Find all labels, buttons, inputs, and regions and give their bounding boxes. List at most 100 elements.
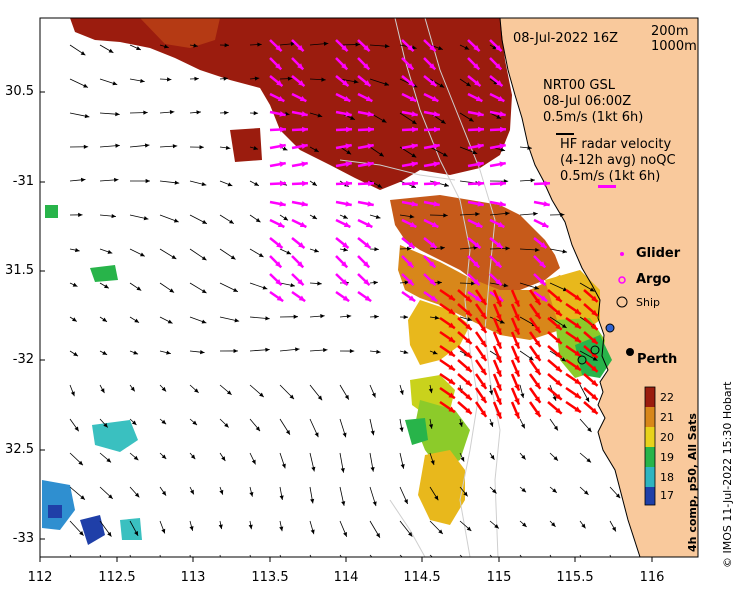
current-arrow-head <box>444 182 449 187</box>
x-tick-label: 113 <box>180 570 206 585</box>
current-arrow-head <box>80 177 86 182</box>
current-arrow-head <box>555 309 562 316</box>
current-arrow-head <box>279 111 286 117</box>
current-arrow-head <box>194 76 199 81</box>
current-arrow-head <box>480 368 487 375</box>
current-arrow-head <box>403 314 409 320</box>
current-arrow-head <box>169 110 175 115</box>
current-arrow-head <box>527 145 532 150</box>
current-arrow-head <box>403 350 409 355</box>
current-arrow-head <box>497 95 505 102</box>
current-arrow-head <box>275 44 282 52</box>
current-arrow-head <box>368 126 374 133</box>
credit-label: © IMOS 11-Jul-2022 15:30 Hobart <box>721 381 734 568</box>
current-arrow-head <box>379 152 384 157</box>
current-arrow-head <box>103 422 108 428</box>
current-arrow-head <box>343 532 347 537</box>
current-arrow-head <box>544 180 550 187</box>
current-arrow-head <box>371 392 376 398</box>
current-arrow-head <box>591 351 598 358</box>
current-arrow-head <box>541 221 549 228</box>
current-arrow-head <box>363 44 370 52</box>
current-arrow-head <box>471 281 476 286</box>
current-arrow-head <box>495 261 502 268</box>
current-arrow-head <box>255 426 261 432</box>
current-arrow-head <box>431 95 439 102</box>
current-arrow-head <box>611 526 616 532</box>
current-arrow-head <box>496 242 503 249</box>
x-tick-label: 116 <box>639 570 665 585</box>
current-arrow-head <box>223 76 228 81</box>
current-arrow-head <box>311 466 316 472</box>
colorbar-tick: 18 <box>660 471 674 484</box>
current-arrow-head <box>314 248 319 253</box>
current-arrow-head <box>514 328 520 335</box>
current-arrow-head <box>102 350 108 355</box>
current-arrow-head <box>412 126 418 133</box>
current-arrow-head <box>408 80 415 87</box>
current-arrow-head <box>102 317 107 322</box>
current-arrow-head <box>534 354 541 361</box>
current-arrow-head <box>364 295 372 302</box>
current-arrow-head <box>514 300 520 307</box>
current-arrow-head <box>201 319 207 324</box>
city-label-perth: Perth <box>637 352 678 367</box>
sst-product-name: NRT00 GSL <box>543 78 615 93</box>
current-arrow-head <box>574 364 581 371</box>
current-arrow-head <box>283 216 289 221</box>
current-arrow <box>519 554 523 557</box>
current-arrow-head <box>251 459 256 465</box>
current-arrow-head <box>384 44 390 49</box>
current-arrow-head <box>218 524 223 530</box>
current-arrow-head <box>539 279 546 286</box>
current-arrow-head <box>317 395 323 401</box>
current-arrow-head <box>574 294 581 301</box>
current-arrow-head <box>367 111 374 117</box>
current-arrow-head <box>373 280 378 285</box>
current-arrow-head <box>265 347 270 352</box>
current-arrow-head <box>574 350 581 357</box>
current-arrow-head <box>500 126 506 133</box>
current-arrow-head <box>493 80 499 85</box>
current-arrow-head <box>496 328 502 335</box>
current-arrow-head <box>344 562 348 567</box>
current-arrow-head <box>437 280 442 285</box>
current-arrow-head <box>79 531 84 536</box>
isobath-1000m: 1000m <box>651 39 697 54</box>
current-arrow-head <box>574 406 581 413</box>
current-arrow-head <box>368 180 374 187</box>
current-arrow-head <box>265 316 270 321</box>
current-arrow-head <box>310 529 315 535</box>
current-arrow-head <box>277 95 285 102</box>
current-arrow-head <box>465 337 472 344</box>
current-arrow-head <box>279 143 286 149</box>
current-arrow-head <box>345 143 352 149</box>
current-arrow-head <box>429 279 436 286</box>
current-arrow-head <box>583 490 589 495</box>
current-arrow-head <box>429 261 436 268</box>
current-arrow-head <box>375 532 380 538</box>
current-arrow-head <box>448 378 455 385</box>
current-arrow-head <box>72 282 78 287</box>
current-arrow-head <box>285 429 290 435</box>
current-arrow-head <box>372 501 377 507</box>
current-arrow-head <box>115 143 120 148</box>
current-arrow-head <box>193 43 198 48</box>
current-arrow-head <box>433 111 440 117</box>
current-arrow-head <box>438 529 443 535</box>
current-arrow-head <box>297 44 304 52</box>
current-arrow-head <box>429 44 436 52</box>
current-arrow-head <box>574 322 581 329</box>
colorbar-tick: 17 <box>660 489 674 502</box>
current-arrow-head <box>108 48 114 53</box>
current-arrow-head <box>439 83 445 88</box>
current-arrow-head <box>514 356 520 363</box>
current-arrow-head <box>539 261 546 268</box>
current-arrow-head <box>407 63 414 70</box>
current-arrow-head <box>407 261 414 268</box>
current-arrow-head <box>233 287 238 292</box>
current-arrow-head <box>466 526 472 531</box>
current-arrow-head <box>83 144 89 149</box>
current-arrow-head <box>480 340 487 347</box>
